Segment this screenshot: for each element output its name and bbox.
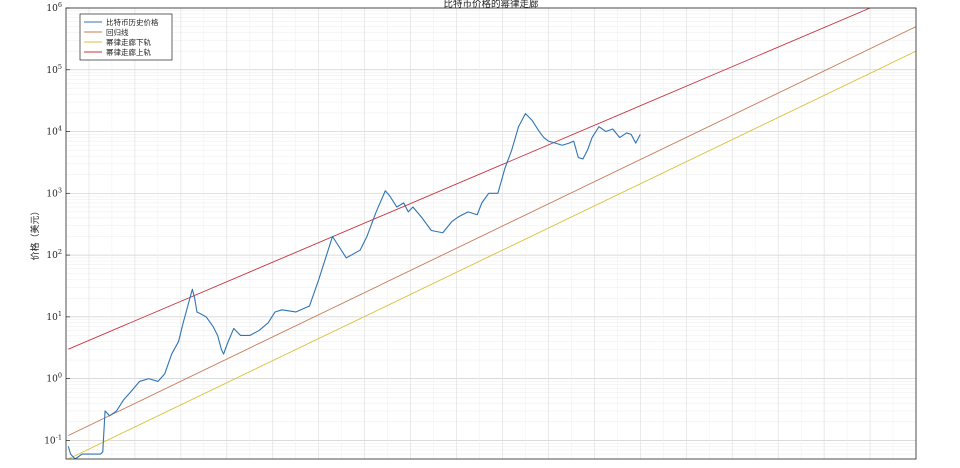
series-line-0 xyxy=(67,113,641,459)
chart-title: 比特币价格的幂律走廊 xyxy=(443,0,539,10)
legend-item: 幂律走廊下轨 xyxy=(84,37,151,47)
y-tick-base: 10 xyxy=(46,128,58,138)
legend-item: 幂律走廊上轨 xyxy=(84,47,151,57)
y-tick-base: 10 xyxy=(44,436,56,446)
series-line-1 xyxy=(68,26,916,436)
y-tick-base: 10 xyxy=(46,66,58,76)
y-tick-base: 10 xyxy=(46,313,58,323)
series-lines xyxy=(67,8,916,459)
series-line-3 xyxy=(68,8,871,350)
y-tick-exponent: 5 xyxy=(58,63,62,71)
y-tick-base: 10 xyxy=(46,375,58,385)
y-tick-exponent: -1 xyxy=(56,433,62,441)
y-tick-label: 100 xyxy=(46,372,62,385)
legend-label: 幂律走廊下轨 xyxy=(106,37,151,47)
grid xyxy=(66,7,917,460)
legend-item: 回归线 xyxy=(84,27,129,37)
y-tick-label: 106 xyxy=(46,1,62,14)
y-tick-exponent: 3 xyxy=(58,186,62,194)
plot-frame xyxy=(65,7,917,460)
y-tick-exponent: 6 xyxy=(58,1,62,9)
y-tick-label: 103 xyxy=(46,186,62,199)
legend-label: 回归线 xyxy=(106,27,129,37)
y-tick-label: 104 xyxy=(46,125,62,138)
plot-area xyxy=(66,8,916,459)
y-tick-base: 10 xyxy=(46,189,58,199)
y-axis-label: 价格（美元） xyxy=(29,206,41,260)
legend-item: 比特币历史价格 xyxy=(84,17,159,27)
legend-label: 比特币历史价格 xyxy=(106,17,159,27)
y-tick-exponent: 0 xyxy=(58,372,62,380)
y-tick-exponent: 2 xyxy=(58,248,62,256)
series-line-2 xyxy=(68,50,916,459)
y-tick-label: 101 xyxy=(46,310,62,323)
y-tick-exponent: 1 xyxy=(58,310,62,318)
y-tick-label: 102 xyxy=(46,248,62,261)
y-tick-base: 10 xyxy=(46,4,58,14)
y-tick-base: 10 xyxy=(46,251,58,261)
legend-label: 幂律走廊上轨 xyxy=(106,47,151,57)
y-tick-exponent: 4 xyxy=(58,125,62,133)
y-tick-label: 105 xyxy=(46,63,62,76)
y-tick-label: 10-1 xyxy=(44,433,62,446)
